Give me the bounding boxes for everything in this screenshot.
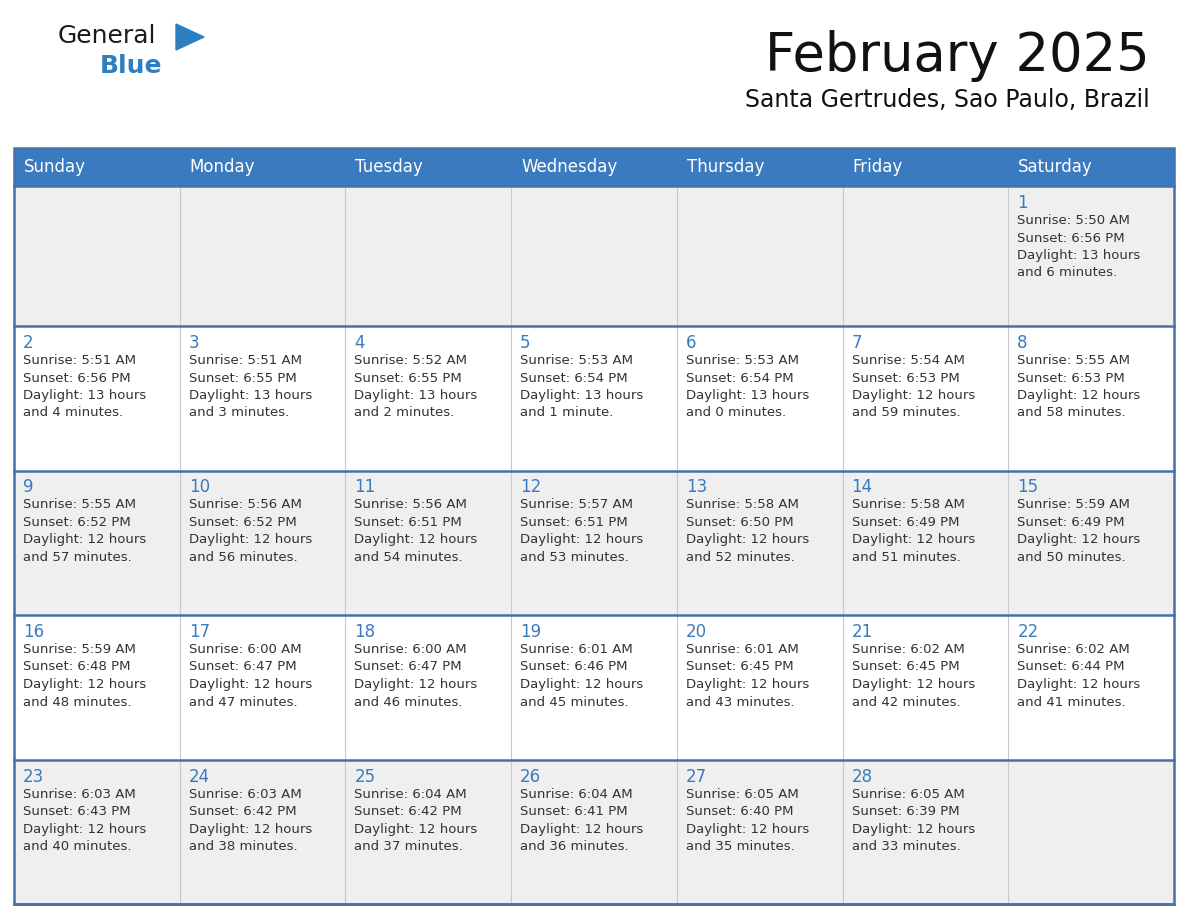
Text: Santa Gertrudes, Sao Paulo, Brazil: Santa Gertrudes, Sao Paulo, Brazil	[745, 88, 1150, 112]
Bar	[14, 186, 1174, 326]
Text: 10: 10	[189, 478, 210, 497]
Text: 18: 18	[354, 623, 375, 641]
Text: Sunrise: 6:03 AM
Sunset: 6:43 PM
Daylight: 12 hours
and 40 minutes.: Sunrise: 6:03 AM Sunset: 6:43 PM Dayligh…	[23, 788, 146, 853]
Text: 19: 19	[520, 623, 542, 641]
Text: Monday: Monday	[190, 158, 255, 176]
Text: 26: 26	[520, 767, 542, 786]
Text: Sunrise: 5:58 AM
Sunset: 6:50 PM
Daylight: 12 hours
and 52 minutes.: Sunrise: 5:58 AM Sunset: 6:50 PM Dayligh…	[685, 498, 809, 564]
Bar	[14, 471, 1174, 615]
Text: Sunrise: 5:51 AM
Sunset: 6:56 PM
Daylight: 13 hours
and 4 minutes.: Sunrise: 5:51 AM Sunset: 6:56 PM Dayligh…	[23, 354, 146, 420]
Bar	[14, 615, 1174, 759]
Bar	[842, 148, 1009, 186]
Text: 8: 8	[1017, 334, 1028, 352]
Text: Sunrise: 6:00 AM
Sunset: 6:47 PM
Daylight: 12 hours
and 47 minutes.: Sunrise: 6:00 AM Sunset: 6:47 PM Dayligh…	[189, 643, 312, 709]
Text: Sunrise: 6:04 AM
Sunset: 6:41 PM
Daylight: 12 hours
and 36 minutes.: Sunrise: 6:04 AM Sunset: 6:41 PM Dayligh…	[520, 788, 644, 853]
Text: Sunrise: 5:57 AM
Sunset: 6:51 PM
Daylight: 12 hours
and 53 minutes.: Sunrise: 5:57 AM Sunset: 6:51 PM Dayligh…	[520, 498, 644, 564]
Text: 3: 3	[189, 334, 200, 352]
Text: 12: 12	[520, 478, 542, 497]
Text: 7: 7	[852, 334, 862, 352]
Bar	[14, 148, 179, 186]
Text: February 2025: February 2025	[765, 30, 1150, 82]
Text: Tuesday: Tuesday	[355, 158, 423, 176]
Text: Sunrise: 5:54 AM
Sunset: 6:53 PM
Daylight: 12 hours
and 59 minutes.: Sunrise: 5:54 AM Sunset: 6:53 PM Dayligh…	[852, 354, 975, 420]
Text: Sunrise: 5:55 AM
Sunset: 6:52 PM
Daylight: 12 hours
and 57 minutes.: Sunrise: 5:55 AM Sunset: 6:52 PM Dayligh…	[23, 498, 146, 564]
Text: 2: 2	[23, 334, 33, 352]
Text: 25: 25	[354, 767, 375, 786]
Text: 1: 1	[1017, 194, 1028, 212]
Text: 5: 5	[520, 334, 531, 352]
Text: Sunrise: 5:56 AM
Sunset: 6:52 PM
Daylight: 12 hours
and 56 minutes.: Sunrise: 5:56 AM Sunset: 6:52 PM Dayligh…	[189, 498, 312, 564]
Text: 21: 21	[852, 623, 873, 641]
Text: Sunrise: 6:02 AM
Sunset: 6:45 PM
Daylight: 12 hours
and 42 minutes.: Sunrise: 6:02 AM Sunset: 6:45 PM Dayligh…	[852, 643, 975, 709]
Text: 11: 11	[354, 478, 375, 497]
Text: Sunrise: 5:51 AM
Sunset: 6:55 PM
Daylight: 13 hours
and 3 minutes.: Sunrise: 5:51 AM Sunset: 6:55 PM Dayligh…	[189, 354, 312, 420]
Bar	[677, 148, 842, 186]
Text: 28: 28	[852, 767, 873, 786]
Text: Sunrise: 5:53 AM
Sunset: 6:54 PM
Daylight: 13 hours
and 1 minute.: Sunrise: 5:53 AM Sunset: 6:54 PM Dayligh…	[520, 354, 644, 420]
Text: 22: 22	[1017, 623, 1038, 641]
Text: Sunrise: 5:58 AM
Sunset: 6:49 PM
Daylight: 12 hours
and 51 minutes.: Sunrise: 5:58 AM Sunset: 6:49 PM Dayligh…	[852, 498, 975, 564]
Text: Sunrise: 5:52 AM
Sunset: 6:55 PM
Daylight: 13 hours
and 2 minutes.: Sunrise: 5:52 AM Sunset: 6:55 PM Dayligh…	[354, 354, 478, 420]
Text: 4: 4	[354, 334, 365, 352]
Text: Sunrise: 5:55 AM
Sunset: 6:53 PM
Daylight: 12 hours
and 58 minutes.: Sunrise: 5:55 AM Sunset: 6:53 PM Dayligh…	[1017, 354, 1140, 420]
Text: 20: 20	[685, 623, 707, 641]
Text: Sunrise: 5:59 AM
Sunset: 6:49 PM
Daylight: 12 hours
and 50 minutes.: Sunrise: 5:59 AM Sunset: 6:49 PM Dayligh…	[1017, 498, 1140, 564]
Bar	[1009, 148, 1174, 186]
Text: 27: 27	[685, 767, 707, 786]
Bar	[346, 148, 511, 186]
Text: 24: 24	[189, 767, 210, 786]
Text: 6: 6	[685, 334, 696, 352]
Text: Sunrise: 5:56 AM
Sunset: 6:51 PM
Daylight: 12 hours
and 54 minutes.: Sunrise: 5:56 AM Sunset: 6:51 PM Dayligh…	[354, 498, 478, 564]
Text: Sunrise: 5:50 AM
Sunset: 6:56 PM
Daylight: 13 hours
and 6 minutes.: Sunrise: 5:50 AM Sunset: 6:56 PM Dayligh…	[1017, 214, 1140, 279]
Text: Sunrise: 5:53 AM
Sunset: 6:54 PM
Daylight: 13 hours
and 0 minutes.: Sunrise: 5:53 AM Sunset: 6:54 PM Dayligh…	[685, 354, 809, 420]
Text: Saturday: Saturday	[1018, 158, 1093, 176]
Text: 14: 14	[852, 478, 873, 497]
Polygon shape	[176, 24, 204, 50]
Bar	[14, 148, 1174, 904]
Text: Thursday: Thursday	[687, 158, 764, 176]
Text: Sunrise: 5:59 AM
Sunset: 6:48 PM
Daylight: 12 hours
and 48 minutes.: Sunrise: 5:59 AM Sunset: 6:48 PM Dayligh…	[23, 643, 146, 709]
Bar	[179, 148, 346, 186]
Text: Friday: Friday	[853, 158, 903, 176]
Bar	[14, 759, 1174, 904]
Bar	[511, 148, 677, 186]
Text: Sunrise: 6:01 AM
Sunset: 6:45 PM
Daylight: 12 hours
and 43 minutes.: Sunrise: 6:01 AM Sunset: 6:45 PM Dayligh…	[685, 643, 809, 709]
Text: Sunrise: 6:03 AM
Sunset: 6:42 PM
Daylight: 12 hours
and 38 minutes.: Sunrise: 6:03 AM Sunset: 6:42 PM Dayligh…	[189, 788, 312, 853]
Bar	[14, 326, 1174, 471]
Text: General: General	[58, 24, 157, 48]
Text: Blue: Blue	[100, 54, 163, 78]
Text: Sunrise: 6:02 AM
Sunset: 6:44 PM
Daylight: 12 hours
and 41 minutes.: Sunrise: 6:02 AM Sunset: 6:44 PM Dayligh…	[1017, 643, 1140, 709]
Text: 16: 16	[23, 623, 44, 641]
Text: 15: 15	[1017, 478, 1038, 497]
Text: Sunrise: 6:01 AM
Sunset: 6:46 PM
Daylight: 12 hours
and 45 minutes.: Sunrise: 6:01 AM Sunset: 6:46 PM Dayligh…	[520, 643, 644, 709]
Text: Sunrise: 6:05 AM
Sunset: 6:39 PM
Daylight: 12 hours
and 33 minutes.: Sunrise: 6:05 AM Sunset: 6:39 PM Dayligh…	[852, 788, 975, 853]
Text: 9: 9	[23, 478, 33, 497]
Text: Wednesday: Wednesday	[522, 158, 618, 176]
Text: Sunrise: 6:00 AM
Sunset: 6:47 PM
Daylight: 12 hours
and 46 minutes.: Sunrise: 6:00 AM Sunset: 6:47 PM Dayligh…	[354, 643, 478, 709]
Text: Sunday: Sunday	[24, 158, 86, 176]
Text: 17: 17	[189, 623, 210, 641]
Text: 23: 23	[23, 767, 44, 786]
Text: Sunrise: 6:04 AM
Sunset: 6:42 PM
Daylight: 12 hours
and 37 minutes.: Sunrise: 6:04 AM Sunset: 6:42 PM Dayligh…	[354, 788, 478, 853]
Text: 13: 13	[685, 478, 707, 497]
Text: Sunrise: 6:05 AM
Sunset: 6:40 PM
Daylight: 12 hours
and 35 minutes.: Sunrise: 6:05 AM Sunset: 6:40 PM Dayligh…	[685, 788, 809, 853]
